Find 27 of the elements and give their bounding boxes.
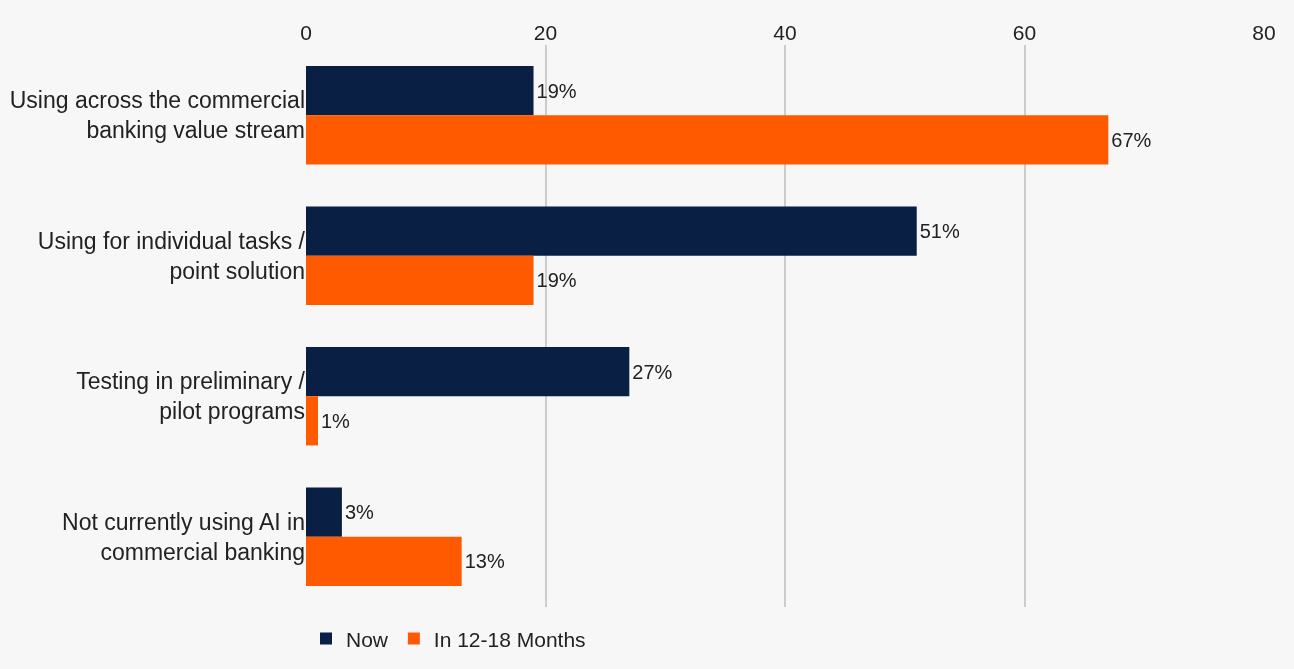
data-label: 67%: [1111, 128, 1152, 151]
y-tick-label: Using across the commercial banking value stream: [9, 87, 305, 144]
bar: [306, 115, 1109, 165]
bar: [306, 396, 318, 446]
y-tick-label: Using for individual tasks / point solution: [37, 227, 306, 284]
data-label: 13%: [464, 550, 505, 573]
x-tick-label: 20: [533, 20, 558, 44]
x-tick-label: 80: [1252, 20, 1276, 44]
bar: [306, 536, 462, 586]
bar: [306, 66, 534, 116]
legend-label: Now: [346, 627, 389, 651]
y-tick-label: Testing in preliminary / pilot programs: [76, 368, 306, 425]
bar: [306, 487, 342, 537]
bar: [306, 347, 630, 397]
y-tick-label: Not currently using AI in commercial banking: [62, 508, 305, 565]
bar: [306, 206, 917, 256]
data-label: 27%: [632, 360, 673, 383]
x-tick-label: 0: [300, 20, 312, 44]
data-label: 3%: [344, 501, 375, 524]
x-tick-label: 40: [773, 20, 797, 44]
data-label: 19%: [536, 269, 577, 292]
data-label: 19%: [536, 79, 577, 102]
x-tick-label: 60: [1012, 20, 1037, 44]
bar: [306, 255, 534, 305]
data-label: 51%: [919, 220, 960, 243]
data-label: 1%: [320, 409, 351, 432]
legend-label: In 12-18 Months: [433, 627, 586, 651]
